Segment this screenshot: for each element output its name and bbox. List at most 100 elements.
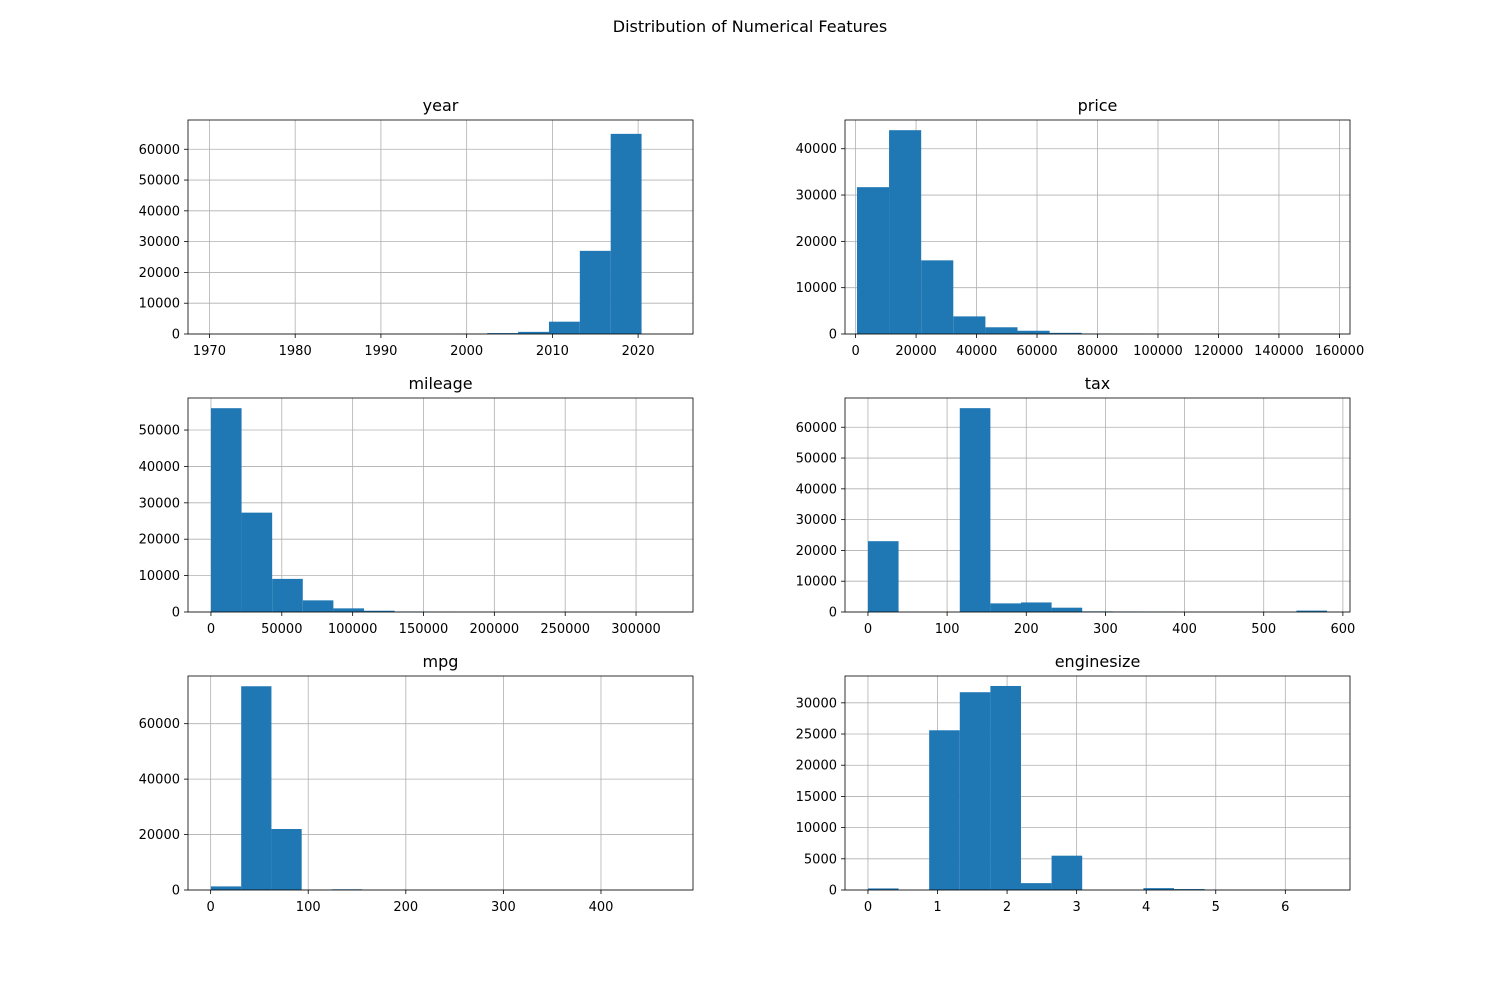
axes-frame <box>187 675 694 891</box>
y-tick-label: 40000 <box>796 482 837 497</box>
x-tick-label: 80000 <box>1077 344 1118 359</box>
y-tick-label: 50000 <box>796 452 837 467</box>
x-tick-label: 600 <box>1330 622 1355 637</box>
histogram-bar <box>1017 330 1050 334</box>
histogram-bar <box>959 408 991 612</box>
x-tick-label: 150000 <box>399 622 449 637</box>
subplot-title: enginesize <box>1055 652 1141 671</box>
x-tick-label: 250000 <box>540 622 590 637</box>
x-tick-label: 6 <box>1281 900 1289 915</box>
x-tick-label: 5 <box>1212 900 1220 915</box>
subplot-mileage: 0 50000 100000 150000 200000 250000 300000 0 100… <box>139 374 694 637</box>
y-tick-label: 10000 <box>139 297 180 312</box>
x-tick-label: 2000 <box>450 344 483 359</box>
histogram-bar <box>241 686 272 890</box>
subplot-mpg: 0 100 200 300 400 0 20000 40000 60000 mpg <box>139 652 694 915</box>
x-tick-label: 60000 <box>1016 344 1057 359</box>
axes-frame <box>187 119 694 335</box>
x-tick-label: 200 <box>393 900 418 915</box>
x-tick-label: 120000 <box>1194 344 1244 359</box>
y-tick-label: 30000 <box>796 189 837 204</box>
histogram-bar <box>1051 607 1083 612</box>
histogram-bar <box>929 730 960 890</box>
y-tick-label: 0 <box>172 606 180 621</box>
y-tick-label: 5000 <box>804 852 837 867</box>
x-tick-label: 200000 <box>470 622 520 637</box>
histogram-bar <box>889 130 922 334</box>
x-tick-label: 2010 <box>536 344 569 359</box>
x-tick-label: 300 <box>491 900 516 915</box>
histogram-bar <box>333 608 364 612</box>
subplot-title: mpg <box>423 652 459 671</box>
x-tick-label: 100000 <box>1133 344 1183 359</box>
x-tick-label: 3 <box>1072 900 1080 915</box>
histogram-bar <box>985 327 1018 334</box>
y-tick-label: 15000 <box>796 790 837 805</box>
y-tick-label: 60000 <box>796 421 837 436</box>
y-tick-label: 50000 <box>139 424 180 439</box>
axes-frame <box>844 397 1351 613</box>
histogram-bar <box>1020 602 1052 612</box>
y-tick-label: 60000 <box>139 717 180 732</box>
x-tick-label: 0 <box>206 900 214 915</box>
x-tick-label: 50000 <box>261 622 302 637</box>
y-tick-label: 30000 <box>139 235 180 250</box>
y-tick-label: 30000 <box>139 496 180 511</box>
x-tick-label: 400 <box>589 900 614 915</box>
histogram-bar <box>856 187 890 334</box>
x-tick-label: 0 <box>851 344 859 359</box>
x-tick-label: 1970 <box>193 344 226 359</box>
x-tick-label: 100 <box>935 622 960 637</box>
subplot-title: price <box>1078 96 1118 115</box>
subplot-year: 1970 1980 1990 2000 2010 2020 0 10000 20000 30000… <box>139 96 694 359</box>
y-tick-label: 20000 <box>139 533 180 548</box>
subplot-tax: 0 100 200 300 400 500 600 0 10000 20000 30000 40000… <box>796 374 1356 637</box>
histogram-bar <box>1049 332 1082 334</box>
histogram-bar <box>302 600 334 612</box>
y-tick-label: 20000 <box>796 544 837 559</box>
y-tick-label: 30000 <box>796 513 837 528</box>
y-tick-label: 10000 <box>139 569 180 584</box>
y-tick-label: 40000 <box>796 142 837 157</box>
y-tick-label: 20000 <box>139 828 180 843</box>
x-tick-label: 200 <box>1014 622 1039 637</box>
x-tick-label: 1 <box>933 900 941 915</box>
histogram-bar <box>990 603 1021 612</box>
subplot-enginesize: 0 1 2 3 4 5 6 0 5000 10000 15000 20000 25000 30000 eng… <box>796 652 1351 915</box>
y-tick-label: 50000 <box>139 174 180 189</box>
histogram-bar <box>271 829 302 890</box>
y-tick-label: 0 <box>172 328 180 343</box>
histogram-bar <box>867 888 899 890</box>
x-tick-label: 500 <box>1251 622 1276 637</box>
y-tick-label: 25000 <box>796 728 837 743</box>
x-tick-label: 300 <box>1093 622 1118 637</box>
y-tick-label: 20000 <box>796 235 837 250</box>
subplot-title: mileage <box>408 374 472 393</box>
x-tick-label: 2 <box>1003 900 1011 915</box>
figure-title: Distribution of Numerical Features <box>612 17 888 36</box>
y-tick-label: 10000 <box>796 281 837 296</box>
x-tick-label: 1990 <box>364 344 397 359</box>
histogram-bar <box>990 685 1021 890</box>
subplot-title: year <box>423 96 459 115</box>
histogram-bar <box>1051 855 1083 890</box>
histogram-bar <box>518 331 549 334</box>
histogram-bar <box>579 250 611 334</box>
histogram-bar <box>241 512 273 612</box>
histogram-bar <box>272 578 303 612</box>
y-tick-label: 60000 <box>139 143 180 158</box>
y-tick-label: 20000 <box>139 266 180 281</box>
x-tick-label: 100000 <box>328 622 378 637</box>
histogram-bar <box>487 333 519 334</box>
y-tick-label: 0 <box>829 606 837 621</box>
subplot-price: 0 20000 40000 60000 80000 100000 120000 140000 1… <box>796 96 1365 359</box>
y-tick-label: 40000 <box>139 460 180 475</box>
axes-frame <box>187 397 694 613</box>
histogram-bar <box>953 316 986 334</box>
histogram-bar <box>363 610 395 612</box>
y-tick-label: 20000 <box>796 759 837 774</box>
histogram-bar <box>1296 610 1328 612</box>
y-tick-label: 0 <box>172 884 180 899</box>
histogram-bar <box>210 408 242 612</box>
